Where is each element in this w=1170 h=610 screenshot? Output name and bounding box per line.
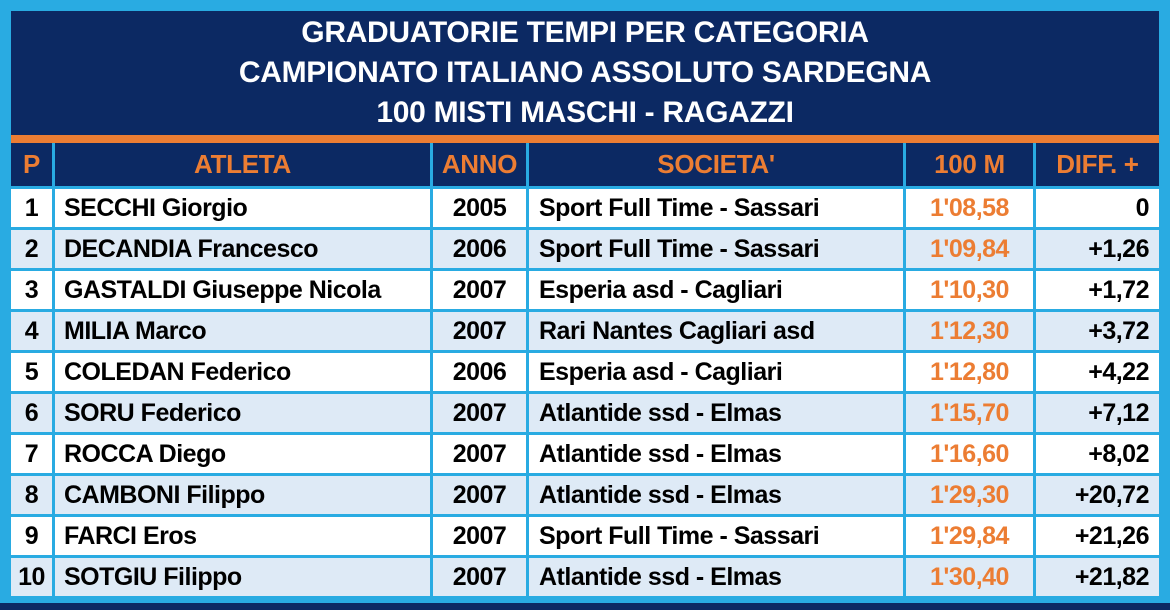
orange-divider (11, 135, 1159, 143)
cell-club: Esperia asd - Cagliari (529, 271, 903, 309)
column-header-position: P (11, 143, 52, 186)
cell-time: 1'30,40 (906, 558, 1033, 596)
page-title: GRADUATORIE TEMPI PER CATEGORIA (301, 16, 869, 49)
column-header-year: ANNO (433, 143, 526, 186)
cell-diff: +21,26 (1036, 517, 1159, 555)
cell-year: 2005 (433, 189, 526, 227)
cell-diff: +1,26 (1036, 230, 1159, 268)
cell-time: 1'12,80 (906, 353, 1033, 391)
cell-diff: +4,22 (1036, 353, 1159, 391)
cell-time: 1'29,84 (906, 517, 1033, 555)
cell-club: Atlantide ssd - Elmas (529, 435, 903, 473)
cell-diff: +3,72 (1036, 312, 1159, 350)
cell-position: 9 (11, 517, 52, 555)
cell-club: Sport Full Time - Sassari (529, 189, 903, 227)
cell-time: 1'08,58 (906, 189, 1033, 227)
cell-position: 4 (11, 312, 52, 350)
cell-athlete: SOTGIU Filippo (55, 558, 430, 596)
cell-club: Sport Full Time - Sassari (529, 230, 903, 268)
cell-position: 6 (11, 394, 52, 432)
cell-year: 2007 (433, 435, 526, 473)
cell-year: 2007 (433, 558, 526, 596)
cell-diff: +8,02 (1036, 435, 1159, 473)
cell-club: Atlantide ssd - Elmas (529, 394, 903, 432)
cell-time: 1'29,30 (906, 476, 1033, 514)
cell-year: 2007 (433, 517, 526, 555)
cell-year: 2007 (433, 476, 526, 514)
cell-position: 8 (11, 476, 52, 514)
column-header-club: SOCIETA' (529, 143, 903, 186)
cell-diff: +1,72 (1036, 271, 1159, 309)
cell-position: 7 (11, 435, 52, 473)
cell-club: Rari Nantes Cagliari asd (529, 312, 903, 350)
cell-position: 1 (11, 189, 52, 227)
title-block: GRADUATORIE TEMPI PER CATEGORIA CAMPIONA… (11, 11, 1159, 135)
cell-year: 2007 (433, 312, 526, 350)
column-header-athlete: ATLETA (55, 143, 430, 186)
cell-diff: 0 (1036, 189, 1159, 227)
cell-time: 1'16,60 (906, 435, 1033, 473)
cell-athlete: FARCI Eros (55, 517, 430, 555)
cell-athlete: MILIA Marco (55, 312, 430, 350)
cell-diff: +7,12 (1036, 394, 1159, 432)
cell-year: 2006 (433, 353, 526, 391)
cell-athlete: COLEDAN Federico (55, 353, 430, 391)
cell-time: 1'09,84 (906, 230, 1033, 268)
cell-athlete: ROCCA Diego (55, 435, 430, 473)
bottom-navy-bar (0, 603, 1170, 610)
cell-time: 1'12,30 (906, 312, 1033, 350)
cell-position: 5 (11, 353, 52, 391)
cell-diff: +21,82 (1036, 558, 1159, 596)
cell-position: 2 (11, 230, 52, 268)
subtitle-category: 100 MISTI MASCHI - RAGAZZI (376, 96, 794, 129)
cell-club: Atlantide ssd - Elmas (529, 476, 903, 514)
table-area: GRADUATORIE TEMPI PER CATEGORIA CAMPIONA… (11, 11, 1159, 596)
cell-year: 2007 (433, 271, 526, 309)
ranking-grid: P ATLETA ANNO SOCIETA' 100 M DIFF. + 1 SE… (11, 143, 1159, 596)
cell-position: 3 (11, 271, 52, 309)
cell-year: 2007 (433, 394, 526, 432)
cell-club: Sport Full Time - Sassari (529, 517, 903, 555)
cell-time: 1'15,70 (906, 394, 1033, 432)
column-header-diff: DIFF. + (1036, 143, 1159, 186)
cell-athlete: DECANDIA Francesco (55, 230, 430, 268)
cell-athlete: SECCHI Giorgio (55, 189, 430, 227)
cell-athlete: GASTALDI Giuseppe Nicola (55, 271, 430, 309)
cell-athlete: CAMBONI Filippo (55, 476, 430, 514)
cell-athlete: SORU Federico (55, 394, 430, 432)
cell-year: 2006 (433, 230, 526, 268)
cell-club: Atlantide ssd - Elmas (529, 558, 903, 596)
cell-position: 10 (11, 558, 52, 596)
cell-club: Esperia asd - Cagliari (529, 353, 903, 391)
cell-diff: +20,72 (1036, 476, 1159, 514)
subtitle-championship: CAMPIONATO ITALIANO ASSOLUTO SARDEGNA (238, 56, 932, 89)
cell-time: 1'10,30 (906, 271, 1033, 309)
column-header-time: 100 M (906, 143, 1033, 186)
